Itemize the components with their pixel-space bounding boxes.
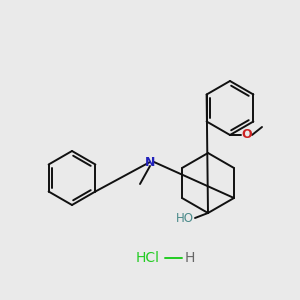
- Text: N: N: [145, 155, 155, 169]
- Text: HO: HO: [176, 212, 194, 224]
- Text: O: O: [242, 128, 252, 142]
- Text: HCl: HCl: [136, 251, 160, 265]
- Text: H: H: [185, 251, 195, 265]
